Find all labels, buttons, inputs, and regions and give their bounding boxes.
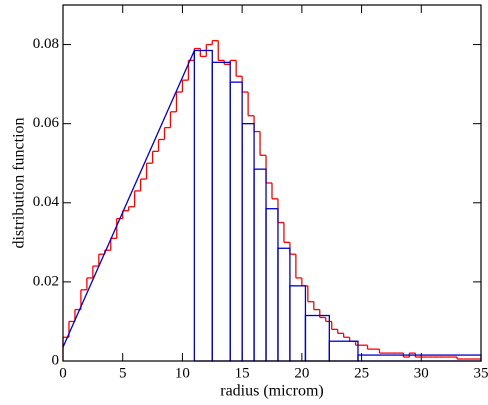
y-tick-label: 0.04 (33, 194, 60, 210)
histogram-bar (277, 247, 291, 362)
histogram-bar (253, 168, 267, 362)
histogram-bar (328, 340, 359, 362)
x-tick-label: 30 (414, 365, 429, 381)
x-tick-label: 10 (175, 365, 190, 381)
histogram-bar (241, 123, 255, 362)
x-tick-label: 25 (354, 365, 369, 381)
histogram-bar (211, 61, 231, 362)
histogram-bar (304, 314, 330, 362)
y-tick-label: 0.08 (33, 36, 59, 52)
x-tick-label: 20 (294, 365, 309, 381)
x-axis-label: radius (microm) (220, 383, 324, 400)
x-tick-label: 15 (235, 365, 250, 381)
x-tick-label: 0 (59, 365, 67, 381)
y-tick-label: 0.06 (33, 115, 60, 131)
histogram-bar (289, 285, 307, 362)
y-tick-label: 0.02 (33, 273, 59, 289)
y-tick-label: 0 (52, 352, 60, 368)
plot-frame (62, 4, 482, 362)
x-tick-label: 35 (474, 365, 488, 381)
histogram-bar (229, 81, 243, 362)
histogram-bar (193, 49, 213, 362)
x-tick-label: 5 (119, 365, 127, 381)
histogram-bar (265, 208, 279, 362)
y-axis-label: distribution function (11, 117, 28, 248)
histogram-bar (357, 354, 482, 362)
fit-line (62, 50, 195, 348)
